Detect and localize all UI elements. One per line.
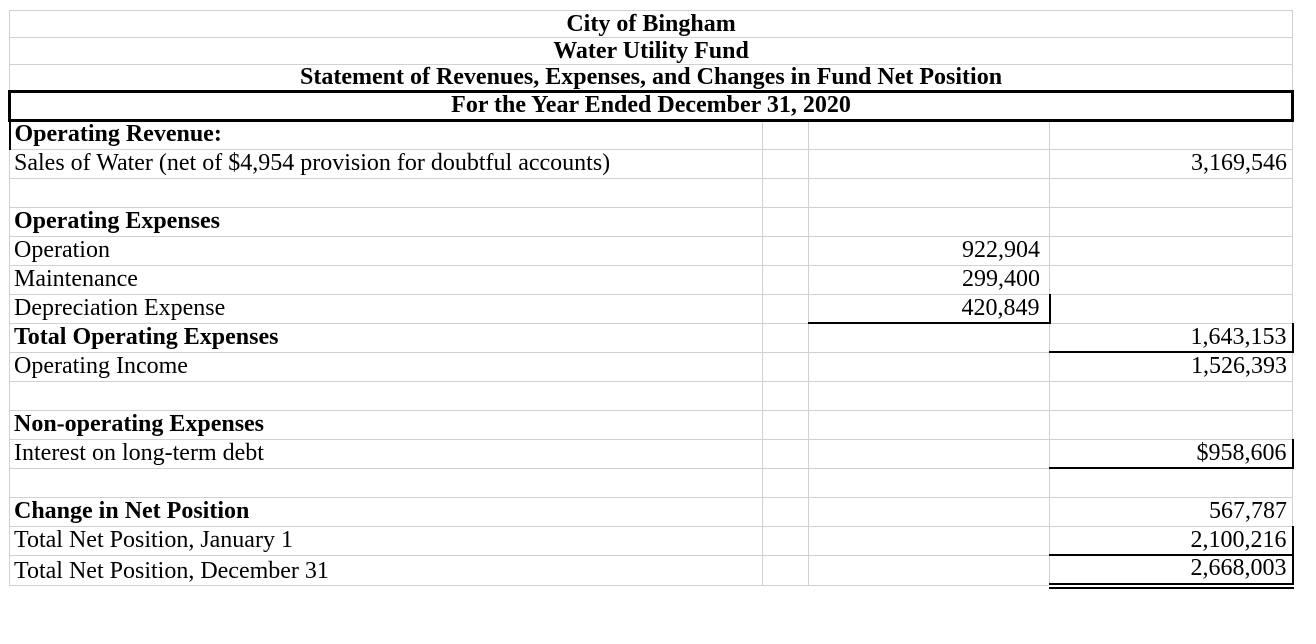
spacer-cell <box>762 293 809 324</box>
row-operating-expenses-header: Operating Expenses <box>9 206 1294 237</box>
amount-right: 567,787 <box>1048 496 1294 527</box>
spacer-cell <box>762 467 809 498</box>
spacer-cell <box>762 409 809 440</box>
title-row-entity: City of Bingham <box>8 10 1294 38</box>
spacer-cell <box>762 554 809 587</box>
row-label: Maintenance <box>9 264 763 295</box>
spacer-cell <box>762 235 809 266</box>
amount-right <box>1048 467 1294 498</box>
row-label <box>9 177 763 208</box>
row-blank <box>9 467 1294 498</box>
amount-right: 2,668,003 <box>1048 554 1294 589</box>
amount-right <box>1048 293 1294 324</box>
row-total-net-position-january: Total Net Position, January 1 2,100,216 <box>9 525 1294 557</box>
row-label: Operating Income <box>9 351 763 382</box>
amount-mid: 922,904 <box>808 235 1050 266</box>
spacer-cell <box>762 264 809 295</box>
amount-mid <box>808 467 1050 498</box>
amount-right: $958,606 <box>1048 438 1294 470</box>
title-row-fund: Water Utility Fund <box>8 37 1294 65</box>
spacer-cell <box>762 206 809 237</box>
row-label: Operating Revenue: <box>8 119 763 150</box>
row-blank <box>9 380 1294 411</box>
amount-mid <box>808 554 1050 587</box>
amount-right <box>1048 264 1294 295</box>
amount-mid <box>808 380 1050 411</box>
amount-mid: 299,400 <box>808 264 1050 295</box>
amount-mid <box>808 206 1050 237</box>
amount-mid <box>808 496 1050 527</box>
amount-right: 3,169,546 <box>1048 148 1294 179</box>
amount-right <box>1048 206 1294 237</box>
amount-right: 1,526,393 <box>1048 351 1294 382</box>
title-row-statement: Statement of Revenues, Expenses, and Cha… <box>8 63 1294 93</box>
statement-entity-name: City of Bingham <box>8 10 1294 38</box>
title-row-period: For the Year Ended December 31, 2020 <box>7 90 1295 122</box>
spacer-cell <box>762 322 809 353</box>
spacer-cell <box>762 148 809 179</box>
row-label: Total Operating Expenses <box>9 322 763 353</box>
row-label: Interest on long-term debt <box>9 438 763 469</box>
row-label: Total Net Position, January 1 <box>9 525 763 556</box>
row-label: Total Net Position, December 31 <box>9 554 763 587</box>
spacer-cell <box>762 119 809 150</box>
row-label: Operation <box>9 235 763 266</box>
amount-mid <box>808 119 1050 150</box>
statement-title: Statement of Revenues, Expenses, and Cha… <box>8 63 1294 93</box>
spacer-cell <box>762 351 809 382</box>
row-label: Operating Expenses <box>9 206 763 237</box>
row-depreciation-expense: Depreciation Expense 420,849 <box>9 293 1294 325</box>
spacer-cell <box>762 177 809 208</box>
amount-mid <box>808 351 1050 382</box>
row-label: Depreciation Expense <box>9 293 763 324</box>
amount-right: 1,643,153 <box>1048 322 1294 354</box>
row-label: Non-operating Expenses <box>9 409 763 440</box>
row-interest-long-term-debt: Interest on long-term debt $958,606 <box>9 438 1294 470</box>
row-total-net-position-december: Total Net Position, December 31 2,668,00… <box>9 554 1294 589</box>
row-operating-income: Operating Income 1,526,393 <box>9 351 1294 382</box>
amount-mid <box>808 177 1050 208</box>
row-label <box>9 467 763 498</box>
row-operation: Operation 922,904 <box>9 235 1294 266</box>
amount-mid <box>808 322 1050 353</box>
row-blank <box>9 177 1294 208</box>
amount-right <box>1048 177 1294 208</box>
amount-mid <box>808 409 1050 440</box>
amount-right <box>1048 119 1294 150</box>
spacer-cell <box>762 380 809 411</box>
amount-mid <box>808 438 1050 469</box>
row-total-operating-expenses: Total Operating Expenses 1,643,153 <box>9 322 1294 354</box>
row-label: Change in Net Position <box>9 496 763 527</box>
row-sales-of-water: Sales of Water (net of $4,954 provision … <box>9 148 1294 179</box>
amount-right <box>1048 235 1294 266</box>
amount-mid <box>808 525 1050 556</box>
row-label <box>9 380 763 411</box>
amount-right <box>1048 409 1294 440</box>
row-nonoperating-expenses-header: Non-operating Expenses <box>9 409 1294 440</box>
amount-mid: 420,849 <box>808 293 1051 325</box>
amount-right: 2,100,216 <box>1048 525 1294 557</box>
amount-mid <box>808 148 1050 179</box>
spacer-cell <box>762 496 809 527</box>
statement-fund-name: Water Utility Fund <box>8 37 1294 65</box>
financial-statement-sheet: City of Bingham Water Utility Fund State… <box>7 10 1295 589</box>
financial-statement-table: City of Bingham Water Utility Fund State… <box>7 10 1295 589</box>
statement-period: For the Year Ended December 31, 2020 <box>7 90 1295 122</box>
row-label: Sales of Water (net of $4,954 provision … <box>9 148 763 179</box>
spacer-cell <box>762 438 809 469</box>
row-change-in-net-position: Change in Net Position 567,787 <box>9 496 1294 527</box>
row-operating-revenue-header: Operating Revenue: <box>8 119 1294 150</box>
amount-right <box>1048 380 1294 411</box>
row-maintenance: Maintenance 299,400 <box>9 264 1294 295</box>
spacer-cell <box>762 525 809 556</box>
